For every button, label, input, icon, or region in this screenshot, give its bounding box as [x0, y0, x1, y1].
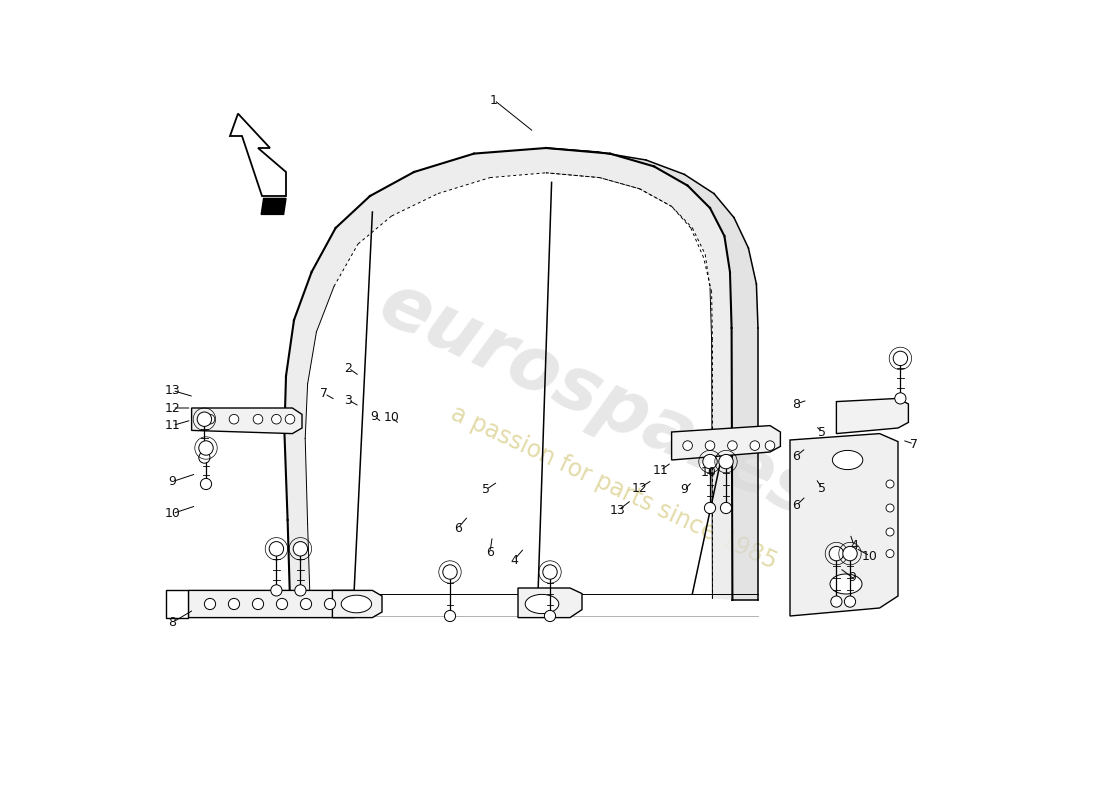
Circle shape: [206, 414, 214, 424]
Text: 9: 9: [168, 475, 176, 488]
Circle shape: [253, 414, 263, 424]
Text: 6: 6: [486, 546, 494, 558]
Circle shape: [704, 502, 716, 514]
Circle shape: [750, 441, 760, 450]
Circle shape: [886, 550, 894, 558]
Ellipse shape: [830, 574, 862, 594]
Circle shape: [300, 598, 311, 610]
Polygon shape: [285, 148, 733, 600]
Polygon shape: [191, 408, 302, 434]
Text: 5: 5: [482, 483, 490, 496]
Polygon shape: [230, 114, 286, 196]
Circle shape: [705, 441, 715, 450]
Ellipse shape: [833, 450, 862, 470]
Polygon shape: [518, 588, 582, 618]
Circle shape: [270, 542, 284, 556]
Text: 10: 10: [701, 466, 716, 478]
Polygon shape: [672, 426, 780, 460]
Polygon shape: [188, 590, 364, 618]
Circle shape: [197, 412, 211, 426]
Circle shape: [845, 596, 856, 607]
Circle shape: [893, 351, 907, 366]
Text: 13: 13: [610, 504, 626, 517]
Text: 6: 6: [454, 522, 462, 534]
Circle shape: [829, 546, 844, 561]
Circle shape: [229, 598, 240, 610]
Text: 9: 9: [370, 410, 378, 422]
Text: 11: 11: [652, 464, 669, 477]
Circle shape: [199, 452, 210, 463]
Circle shape: [444, 610, 455, 622]
Text: 7: 7: [910, 438, 918, 450]
Text: 3: 3: [344, 394, 352, 406]
Text: 4: 4: [850, 539, 858, 552]
Text: a passion for parts since 1985: a passion for parts since 1985: [447, 402, 781, 574]
Polygon shape: [332, 590, 382, 618]
Polygon shape: [790, 434, 898, 616]
Polygon shape: [546, 148, 758, 600]
Circle shape: [276, 598, 287, 610]
Circle shape: [718, 454, 734, 469]
Circle shape: [252, 598, 264, 610]
Circle shape: [542, 565, 558, 579]
Circle shape: [199, 441, 213, 455]
Circle shape: [894, 393, 906, 404]
Text: 9: 9: [681, 483, 689, 496]
Circle shape: [200, 478, 211, 490]
Text: 5: 5: [818, 426, 826, 438]
Text: 13: 13: [165, 384, 180, 397]
Circle shape: [703, 454, 717, 469]
Text: 6: 6: [792, 450, 801, 462]
Text: eurospares: eurospares: [367, 266, 828, 534]
Circle shape: [343, 598, 354, 610]
Text: 11: 11: [165, 419, 180, 432]
Polygon shape: [261, 198, 286, 214]
Text: 9: 9: [848, 571, 856, 584]
Circle shape: [294, 542, 308, 556]
Text: 8: 8: [792, 398, 801, 410]
Circle shape: [443, 565, 458, 579]
Circle shape: [205, 598, 216, 610]
Text: 8: 8: [168, 616, 176, 629]
Circle shape: [766, 441, 774, 450]
Circle shape: [843, 546, 857, 561]
Text: 10: 10: [862, 550, 878, 562]
Circle shape: [886, 504, 894, 512]
Text: 5: 5: [818, 482, 826, 494]
Text: 1: 1: [491, 94, 498, 106]
Circle shape: [720, 502, 732, 514]
Circle shape: [830, 596, 842, 607]
Polygon shape: [836, 398, 909, 434]
Circle shape: [683, 441, 692, 450]
Text: 2: 2: [344, 362, 352, 374]
Text: 12: 12: [165, 402, 180, 414]
Text: 10: 10: [384, 411, 399, 424]
Circle shape: [272, 414, 282, 424]
Circle shape: [271, 585, 282, 596]
Circle shape: [544, 610, 556, 622]
Ellipse shape: [525, 594, 559, 614]
Circle shape: [285, 414, 295, 424]
Text: 10: 10: [165, 507, 180, 520]
Circle shape: [727, 441, 737, 450]
Circle shape: [324, 598, 336, 610]
Text: 7: 7: [320, 387, 329, 400]
Text: 6: 6: [792, 499, 801, 512]
Circle shape: [295, 585, 306, 596]
Circle shape: [229, 414, 239, 424]
Text: 4: 4: [510, 554, 518, 566]
Circle shape: [886, 480, 894, 488]
Ellipse shape: [341, 595, 372, 613]
Text: 12: 12: [631, 482, 648, 494]
Circle shape: [886, 528, 894, 536]
Polygon shape: [166, 590, 188, 618]
